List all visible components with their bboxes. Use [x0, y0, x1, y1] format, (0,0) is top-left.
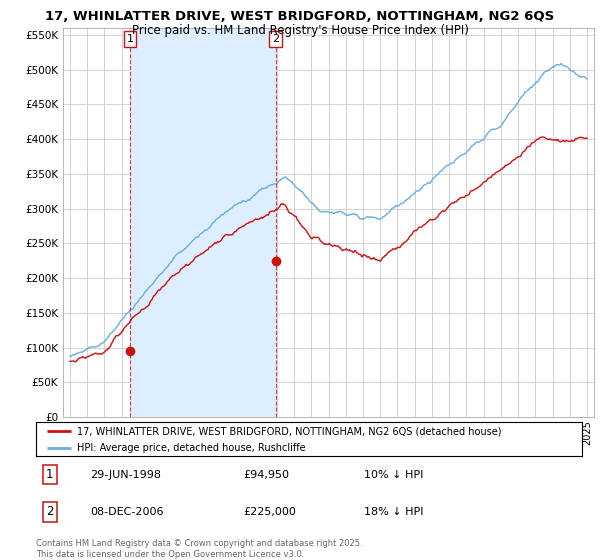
Text: 2: 2: [46, 505, 53, 518]
Text: 08-DEC-2006: 08-DEC-2006: [91, 507, 164, 517]
Text: 1: 1: [127, 34, 134, 44]
Bar: [130, 28, 275, 417]
Text: Price paid vs. HM Land Registry's House Price Index (HPI): Price paid vs. HM Land Registry's House …: [131, 24, 469, 36]
Text: 1: 1: [46, 468, 53, 481]
Text: 17, WHINLATTER DRIVE, WEST BRIDGFORD, NOTTINGHAM, NG2 6QS: 17, WHINLATTER DRIVE, WEST BRIDGFORD, NO…: [46, 10, 554, 23]
Text: HPI: Average price, detached house, Rushcliffe: HPI: Average price, detached house, Rush…: [77, 443, 305, 452]
Text: 10% ↓ HPI: 10% ↓ HPI: [364, 470, 423, 479]
Text: £94,950: £94,950: [244, 470, 289, 479]
Text: 2: 2: [272, 34, 279, 44]
Text: 18% ↓ HPI: 18% ↓ HPI: [364, 507, 423, 517]
Text: £225,000: £225,000: [244, 507, 296, 517]
Text: 29-JUN-1998: 29-JUN-1998: [91, 470, 161, 479]
Text: Contains HM Land Registry data © Crown copyright and database right 2025.
This d: Contains HM Land Registry data © Crown c…: [36, 539, 362, 559]
Text: 17, WHINLATTER DRIVE, WEST BRIDGFORD, NOTTINGHAM, NG2 6QS (detached house): 17, WHINLATTER DRIVE, WEST BRIDGFORD, NO…: [77, 426, 502, 436]
